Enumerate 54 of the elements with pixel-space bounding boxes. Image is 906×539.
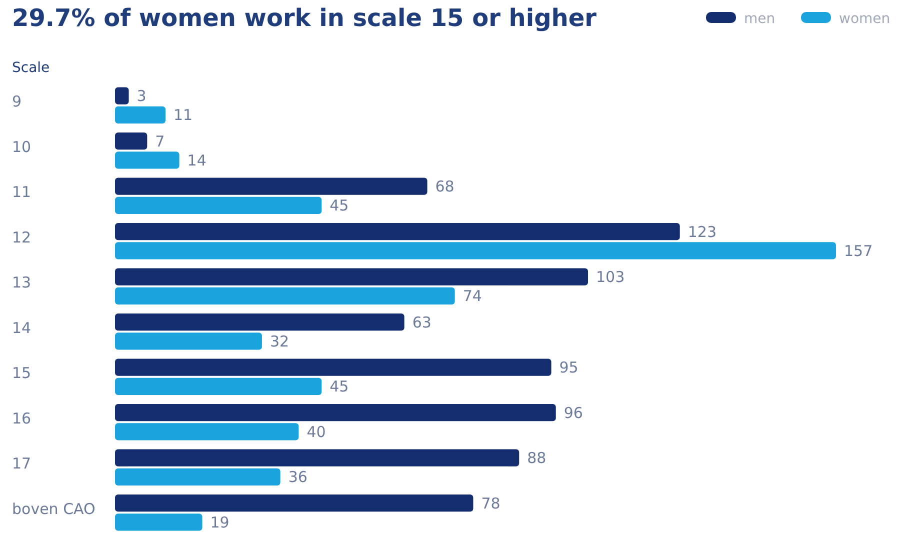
y-tick-label: 17: [12, 454, 32, 473]
data-label: 14: [187, 151, 206, 170]
y-tick-label: 10: [12, 138, 32, 156]
chart-title: 29.7% of women work in scale 15 or higher: [12, 4, 597, 32]
bar: [115, 358, 552, 376]
data-label: 68: [435, 178, 454, 196]
bar: [115, 178, 428, 195]
y-tick-label: 14: [12, 318, 32, 337]
data-label: 45: [330, 196, 349, 215]
y-tick-label: boven CAO: [12, 500, 96, 518]
data-label: 3: [136, 87, 146, 106]
bar: [115, 404, 556, 422]
data-label: 95: [559, 358, 578, 377]
data-label: 45: [330, 378, 349, 396]
bar: [115, 268, 588, 286]
y-tick-label: 16: [12, 409, 32, 428]
bar: [115, 196, 322, 214]
data-label: 40: [306, 422, 326, 441]
bar: [115, 449, 520, 466]
y-tick-label: 11: [12, 183, 32, 202]
bar: [115, 423, 299, 440]
bar: [115, 314, 404, 331]
data-label: 7: [155, 132, 165, 150]
bar: [115, 514, 202, 531]
y-tick-label: 9: [12, 92, 22, 111]
bar: [115, 468, 280, 486]
bar: [115, 494, 474, 512]
data-label: 11: [174, 106, 193, 124]
bar: [115, 242, 836, 260]
data-label: 32: [270, 332, 290, 350]
bar: [115, 106, 166, 124]
data-label: 88: [527, 449, 546, 468]
bar: [115, 152, 180, 169]
data-label: 157: [844, 242, 873, 260]
legend-label: men: [744, 10, 776, 27]
data-label: 123: [688, 222, 716, 241]
y-axis-title: Scale: [12, 60, 50, 76]
data-label: 74: [462, 287, 482, 306]
data-label: 103: [596, 268, 625, 286]
data-label: 78: [481, 494, 500, 512]
y-tick-label: 15: [12, 364, 32, 382]
bar: [115, 132, 148, 150]
data-label: 19: [210, 513, 230, 532]
bar: [115, 287, 455, 304]
data-label: 36: [288, 468, 308, 486]
bar: [115, 223, 680, 240]
bar: [115, 332, 262, 350]
bar: [115, 87, 129, 104]
legend-label: women: [839, 10, 890, 27]
y-tick-label: 13: [12, 274, 32, 292]
y-tick-label: 12: [12, 228, 32, 246]
bar: [115, 378, 322, 395]
data-label: 96: [564, 404, 583, 422]
data-label: 63: [412, 313, 432, 332]
